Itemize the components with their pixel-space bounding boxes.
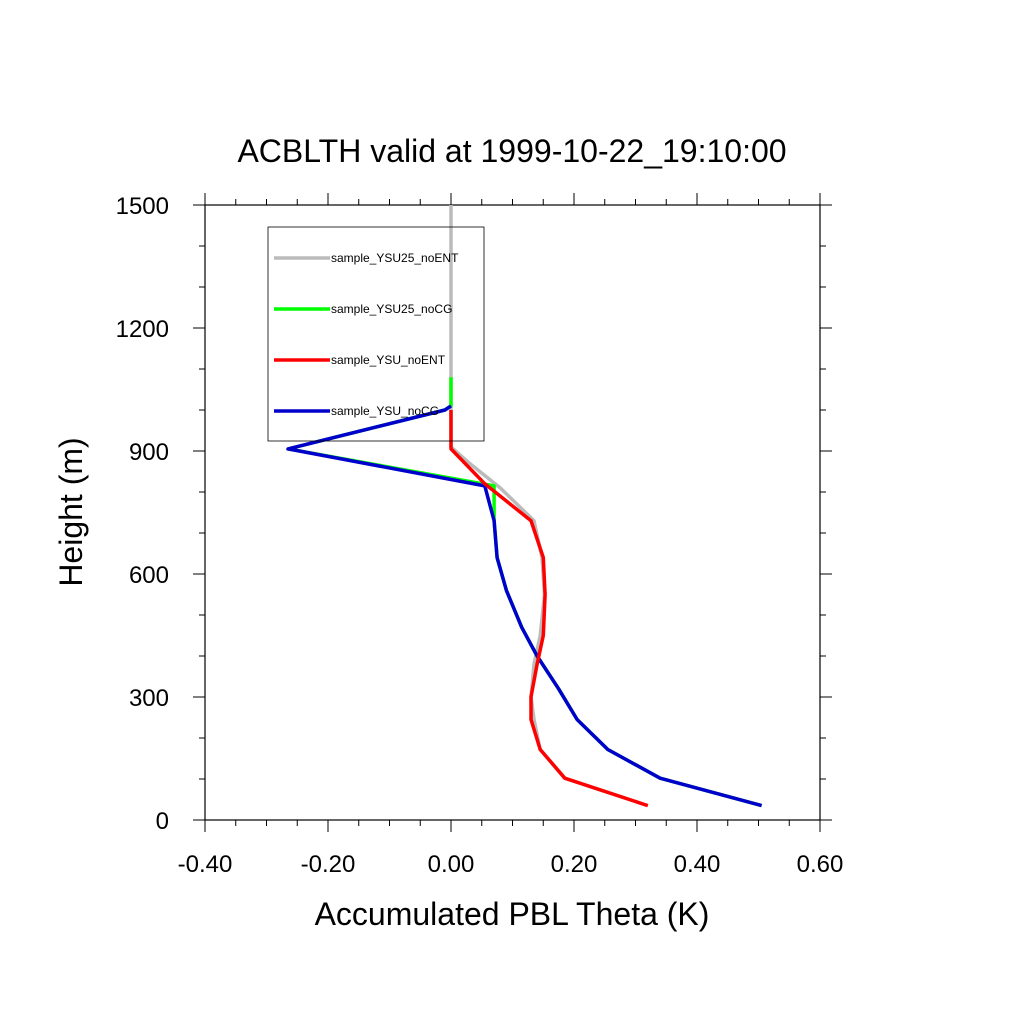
x-tick-label: 0.00 (428, 851, 475, 878)
y-tick-label: 1200 (116, 316, 169, 343)
y-tick-label: 1500 (116, 193, 169, 220)
legend-label: sample_YSU25_noCG (331, 302, 452, 316)
x-axis-label: Accumulated PBL Theta (K) (315, 896, 710, 932)
legend-box (267, 226, 485, 442)
axes: -0.40 -0.20 0.00 0.20 0.40 0.60 0 300 600 900 1200… (116, 193, 844, 878)
legend-label: sample_YSU_noCG (331, 404, 439, 418)
x-tick-label: 0.60 (797, 851, 844, 878)
series-line-sample_YSU_noENT (449, 410, 649, 808)
legend-label: sample_YSU_noENT (331, 353, 446, 367)
x-tick-label: 0.40 (674, 851, 721, 878)
series-line-sample_YSU_noCG (286, 404, 763, 808)
series-lines (286, 205, 763, 808)
series-line-sample_YSU25_noCG (286, 377, 763, 808)
legend-label: sample_YSU25_noENT (331, 251, 459, 265)
legend: sample_YSU25_noENT sample_YSU25_noCGsampl… (267, 226, 485, 442)
plot-frame (204, 204, 821, 821)
y-tick-label: 900 (129, 439, 169, 466)
x-tick-label: 0.20 (551, 851, 598, 878)
x-tick-label: -0.20 (301, 851, 356, 878)
y-axis-label: Height (m) (53, 437, 89, 586)
series-line-sample_YSU25_noENT (449, 205, 649, 808)
x-tick-label: -0.40 (178, 851, 233, 878)
y-tick-label: 600 (129, 562, 169, 589)
y-tick-label: 0 (156, 808, 169, 835)
y-tick-label: 300 (129, 685, 169, 712)
chart-title: ACBLTH valid at 1999-10-22_19:10:00 (237, 133, 786, 169)
